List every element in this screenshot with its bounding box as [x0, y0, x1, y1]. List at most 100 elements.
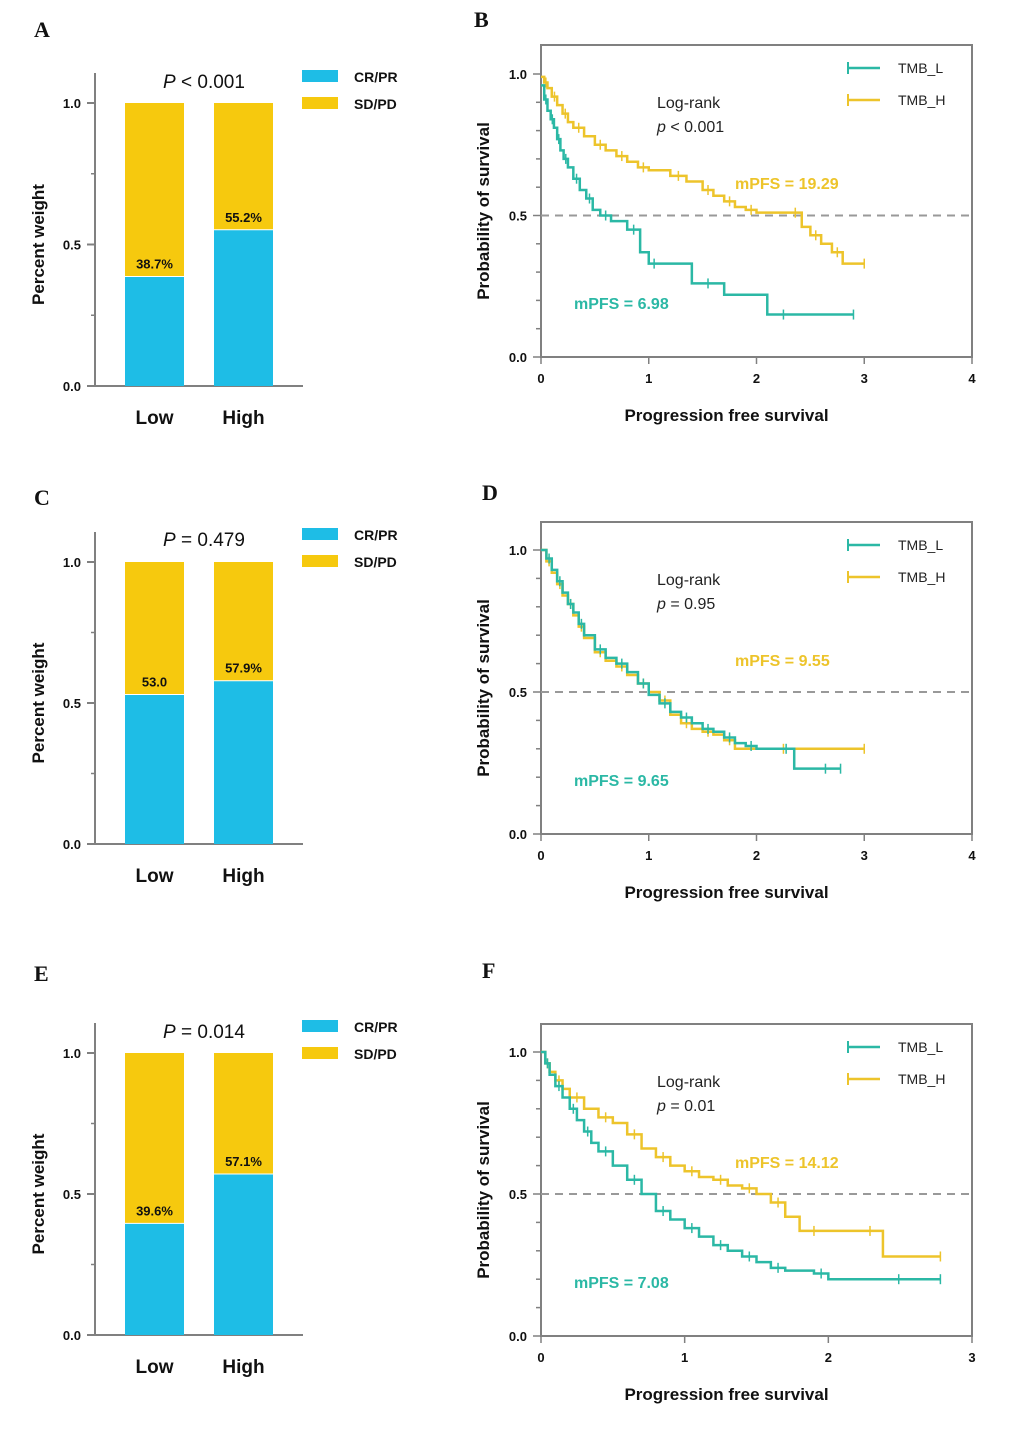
- legend-label: CR/PR: [354, 527, 398, 543]
- p-value: P < 0.001: [163, 72, 245, 93]
- bar-data-label: 55.2%: [225, 210, 262, 225]
- p-value-text: = 0.95: [666, 596, 715, 613]
- y-axis-title: Percent weight: [29, 642, 48, 763]
- mpfs-tmb-l: mPFS = 6.98: [574, 296, 669, 313]
- p-value: p < 0.001: [656, 119, 724, 136]
- y-tick-label: 1.0: [63, 96, 81, 111]
- legend-label: TMB_H: [898, 92, 945, 108]
- km-panel-F: F 0.0 0.5 1.0 0 1 2 3 Progression free survival P…: [474, 958, 976, 1404]
- bar-cr-pr-high: [214, 680, 273, 844]
- p-symbol: p: [656, 1098, 666, 1115]
- legend-swatch: [302, 1047, 338, 1059]
- p-symbol: p: [656, 119, 666, 136]
- bar-panel-C: C 0.0 0.5 1.0 Percent weight 53.0 Low 57.9% High…: [29, 485, 398, 887]
- x-tick-label: 2: [753, 848, 760, 863]
- bar-cr-pr-low: [125, 694, 184, 844]
- bar-sd-pd-low: [125, 1053, 184, 1224]
- p-value-text: < 0.001: [666, 119, 724, 136]
- panel-label: C: [34, 485, 50, 510]
- legend-label: TMB_H: [898, 569, 945, 585]
- p-symbol: p: [656, 596, 666, 613]
- logrank-label: Log-rank: [657, 1074, 721, 1091]
- x-axis-title: Progression free survival: [624, 406, 828, 425]
- x-axis-title: Progression free survival: [624, 1385, 828, 1404]
- p-symbol: P: [163, 1022, 176, 1043]
- legend-label: SD/PD: [354, 554, 397, 570]
- y-tick-label: 0.5: [509, 209, 527, 224]
- panel-label: A: [34, 17, 50, 42]
- panel-label: B: [474, 7, 489, 32]
- km-curve-tmb_l: [541, 84, 854, 316]
- bar-data-label: 38.7%: [136, 256, 173, 271]
- y-tick-label: 0.0: [63, 379, 81, 394]
- x-tick-label: 4: [968, 848, 976, 863]
- legend-swatch: [302, 97, 338, 109]
- p-value-text: < 0.001: [176, 72, 245, 93]
- x-tick-label: 0: [537, 1350, 544, 1365]
- y-axis-title: Probability of survival: [474, 599, 493, 777]
- y-tick-label: 1.0: [509, 543, 527, 558]
- x-tick-label: 4: [968, 371, 976, 386]
- y-tick-label: 0.5: [509, 685, 527, 700]
- p-value: P = 0.014: [163, 1022, 245, 1043]
- p-value-text: = 0.01: [666, 1098, 715, 1115]
- y-tick-label: 0.5: [63, 1187, 81, 1202]
- x-tick-label: 0: [537, 848, 544, 863]
- y-tick-label: 1.0: [63, 1046, 81, 1061]
- bar-sd-pd-high: [214, 103, 273, 230]
- y-tick-label: 0.0: [509, 827, 527, 842]
- y-tick-label: 0.0: [509, 1329, 527, 1344]
- x-tick-label: 1: [681, 1350, 688, 1365]
- logrank-label: Log-rank: [657, 572, 721, 589]
- bar-sd-pd-low: [125, 103, 184, 277]
- p-value: p = 0.95: [656, 596, 715, 613]
- bar-data-label: 39.6%: [136, 1203, 173, 1218]
- mpfs-tmb-l: mPFS = 9.65: [574, 773, 669, 790]
- y-tick-label: 0.0: [63, 837, 81, 852]
- panel-label: E: [34, 961, 49, 986]
- y-axis-title: Percent weight: [29, 1133, 48, 1254]
- p-symbol: P: [163, 530, 176, 551]
- km-panel-B: B 0.0 0.5 1.0 0 1 2 3 4 Progression free survival…: [474, 7, 976, 425]
- x-tick-label: 1: [645, 371, 652, 386]
- x-tick-label: 2: [825, 1350, 832, 1365]
- p-value: p = 0.01: [656, 1098, 715, 1115]
- bar-sd-pd-high: [214, 562, 273, 681]
- x-tick-label: 3: [968, 1350, 975, 1365]
- bar-panel-A: A 0.0 0.5 1.0 Percent weight 38.7% Low 55.2% Hig…: [29, 17, 398, 429]
- legend-label: TMB_L: [898, 60, 943, 76]
- legend-label: TMB_L: [898, 537, 943, 553]
- p-value: P = 0.479: [163, 530, 245, 551]
- legend-swatch: [302, 528, 338, 540]
- y-tick-label: 0.5: [509, 1187, 527, 1202]
- km-curve-tmb_l: [541, 1050, 941, 1281]
- bar-cr-pr-low: [125, 276, 184, 386]
- km-panel-D: D 0.0 0.5 1.0 0 1 2 3 4 Progression free survival…: [474, 480, 976, 902]
- x-tick-label: 1: [645, 848, 652, 863]
- category-label: High: [222, 866, 264, 887]
- km-curve-tmb_h: [541, 75, 865, 265]
- x-tick-label: 3: [861, 371, 868, 386]
- legend-label: CR/PR: [354, 1019, 398, 1035]
- legend-swatch: [302, 1020, 338, 1032]
- y-tick-label: 0.5: [63, 696, 81, 711]
- category-label: High: [222, 1357, 264, 1378]
- bar-sd-pd-high: [214, 1053, 273, 1174]
- mpfs-tmb-h: mPFS = 19.29: [735, 176, 839, 193]
- category-label: Low: [136, 1357, 174, 1378]
- y-tick-label: 0.0: [63, 1328, 81, 1343]
- logrank-label: Log-rank: [657, 95, 721, 112]
- bar-data-label: 57.9%: [225, 661, 262, 676]
- bar-data-label: 57.1%: [225, 1154, 262, 1169]
- p-value-text: = 0.479: [176, 530, 245, 551]
- legend-label: TMB_L: [898, 1039, 943, 1055]
- y-axis-title: Probability of survival: [474, 122, 493, 300]
- bar-sd-pd-low: [125, 562, 184, 695]
- mpfs-tmb-h: mPFS = 9.55: [735, 653, 830, 670]
- legend-label: SD/PD: [354, 96, 397, 112]
- mpfs-tmb-l: mPFS = 7.08: [574, 1275, 669, 1292]
- x-axis-title: Progression free survival: [624, 883, 828, 902]
- p-symbol: P: [163, 72, 176, 93]
- plot-frame: [540, 1023, 973, 1337]
